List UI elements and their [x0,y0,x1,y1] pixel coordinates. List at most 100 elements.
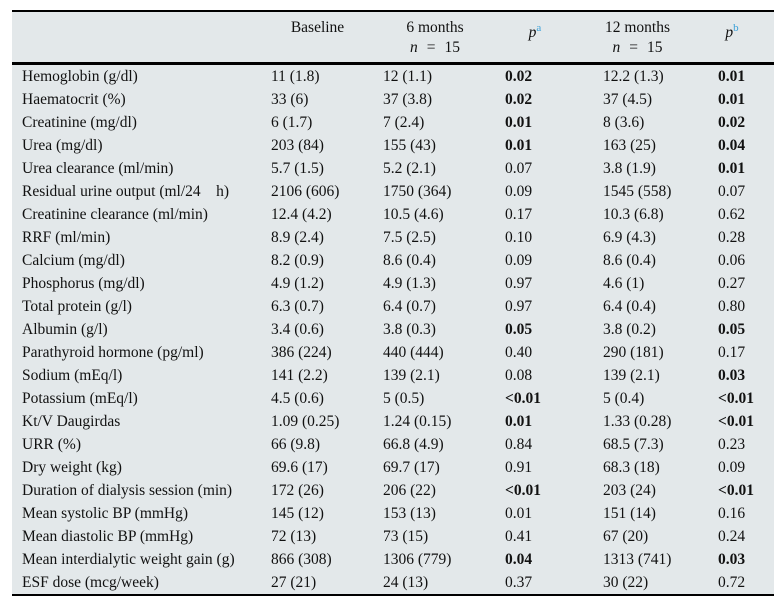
table-row: Mean diastolic BP (mmHg) 72 (13) 73 (15)… [12,525,774,548]
row-label: Mean systolic BP (mmHg) [22,505,189,522]
row-label: Residual urine output (ml/24 h) [22,183,230,200]
six-months-value: 73 (15) [383,528,429,545]
twelve-months-n-line: n = 15 [595,38,680,58]
twelve-months-value: 6.9 (4.3) [603,229,656,246]
six-months-value: 139 (2.1) [383,367,440,384]
p-value-a: 0.01 [505,413,533,430]
baseline-value: 33 (6) [271,91,309,108]
table-row: Potassium (mEq/l) 4.5 (0.6) 5 (0.5) <0.0… [12,387,774,410]
twelve-months-value: 1.33 (0.28) [603,413,672,430]
p-value-b: 0.72 [718,574,746,591]
p-value-a: 0.01 [505,114,533,131]
six-months-value: 1.24 (0.15) [383,413,452,430]
p-value-b: 0.16 [718,505,746,522]
baseline-header-label: Baseline [290,19,345,36]
twelve-months-value: 1313 (741) [603,551,672,568]
n-symbol: n [612,39,621,56]
table-row: Mean interdialytic weight gain (g) 866 (… [12,548,774,571]
table-row: Dry weight (kg) 69.6 (17) 69.7 (17) 0.91… [12,456,774,479]
six-months-value: 12 (1.1) [383,68,433,85]
six-months-value: 66.8 (4.9) [383,436,444,453]
col-header-baseline: Baseline [260,12,375,64]
p-value-b: 0.07 [718,183,746,200]
baseline-value: 866 (308) [271,551,332,568]
twelve-months-value: 10.3 (6.8) [603,206,664,223]
row-label: Creatinine (mg/dl) [22,114,137,131]
row-label: Parathyroid hormone (pg/ml) [22,344,204,361]
table-row: Albumin (g/l) 3.4 (0.6) 3.8 (0.3) 0.05 3… [12,318,774,341]
p-value-a: 0.04 [505,551,533,568]
p-value-a: <0.01 [505,390,541,407]
row-label: Potassium (mEq/l) [22,390,138,407]
row-label: Creatinine clearance (ml/min) [22,206,208,223]
six-months-value: 5.2 (2.1) [383,160,436,177]
table-row: ESF dose (mcg/week) 27 (21) 24 (13) 0.37… [12,571,774,594]
row-label: Mean diastolic BP (mmHg) [22,528,194,545]
p-value-b: 0.01 [718,68,746,85]
baseline-value: 3.4 (0.6) [271,321,324,338]
baseline-value: 6.3 (0.7) [271,298,324,315]
six-months-value: 7.5 (2.5) [383,229,436,246]
table-row: Duration of dialysis session (min) 172 (… [12,479,774,502]
baseline-value: 2106 (606) [271,183,340,200]
twelve-months-value: 67 (20) [603,528,649,545]
p-value-b: 0.06 [718,252,746,269]
six-months-header-label: 6 months [406,19,464,36]
baseline-value: 172 (26) [271,482,324,499]
six-months-value: 4.9 (1.3) [383,275,436,292]
table-body: Hemoglobin (g/dl) 11 (1.8) 12 (1.1) 0.02… [12,64,774,595]
p-value-a: 0.09 [505,252,533,269]
twelve-months-value: 8.6 (0.4) [603,252,656,269]
table-row: Total protein (g/l) 6.3 (0.7) 6.4 (0.7) … [12,295,774,318]
p-value-b: 0.28 [718,229,746,246]
p-value-b: 0.01 [718,160,746,177]
p-value-a: 0.17 [505,206,533,223]
header-row: Baseline 6 months n = 15 pa 12 months n = 15 [12,12,774,64]
baseline-value: 5.7 (1.5) [271,160,324,177]
baseline-value: 11 (1.8) [271,68,320,85]
n-count: 15 [647,39,663,56]
col-header-p-b: pb [710,12,774,64]
p-value-b: 0.80 [718,298,746,315]
twelve-months-value: 151 (14) [603,505,656,522]
row-label: Duration of dialysis session (min) [22,482,233,499]
baseline-value: 145 (12) [271,505,324,522]
baseline-value: 141 (2.2) [271,367,328,384]
twelve-months-header-label: 12 months [604,19,671,36]
row-label: Kt/V Daugirdas [22,413,121,430]
six-months-value: 10.5 (4.6) [383,206,444,223]
p-symbol: p [725,24,734,42]
six-months-value: 206 (22) [383,482,436,499]
data-table: Baseline 6 months n = 15 pa 12 months n = 15 [12,12,774,594]
six-months-value: 440 (444) [383,344,444,361]
p-value-a: 0.37 [505,574,533,591]
six-months-value: 7 (2.4) [383,114,425,131]
table-row: Mean systolic BP (mmHg) 145 (12) 153 (13… [12,502,774,525]
row-label: Albumin (g/l) [22,321,108,338]
p-value-b: 0.04 [718,137,746,154]
twelve-months-value: 6.4 (0.4) [603,298,656,315]
six-months-value: 153 (13) [383,505,436,522]
twelve-months-value: 203 (24) [603,482,656,499]
twelve-months-value: 5 (0.4) [603,390,645,407]
p-value-a: 0.02 [505,68,533,85]
p-value-a: 0.97 [505,275,533,292]
col-header-p-a: pa [495,12,595,64]
p-value-b: 0.02 [718,114,746,131]
footnote-marker-a: a [536,22,542,34]
n-symbol: n [410,39,418,56]
table-row: Residual urine output (ml/24 h) 2106 (60… [12,180,774,203]
six-months-value: 155 (43) [383,137,436,154]
six-months-n-line: n = 15 [375,38,495,58]
equals-sign: = [629,39,638,56]
twelve-months-value: 3.8 (0.2) [603,321,656,338]
row-label: URR (%) [22,436,81,453]
baseline-value: 12.4 (4.2) [271,206,332,223]
outcomes-table: Baseline 6 months n = 15 pa 12 months n = 15 [12,10,774,596]
six-months-value: 37 (3.8) [383,91,433,108]
baseline-value: 203 (84) [271,137,324,154]
table-row: Creatinine (mg/dl) 6 (1.7) 7 (2.4) 0.01 … [12,111,774,134]
row-label: Calcium (mg/dl) [22,252,125,269]
table-row: Urea clearance (ml/min) 5.7 (1.5) 5.2 (2… [12,157,774,180]
